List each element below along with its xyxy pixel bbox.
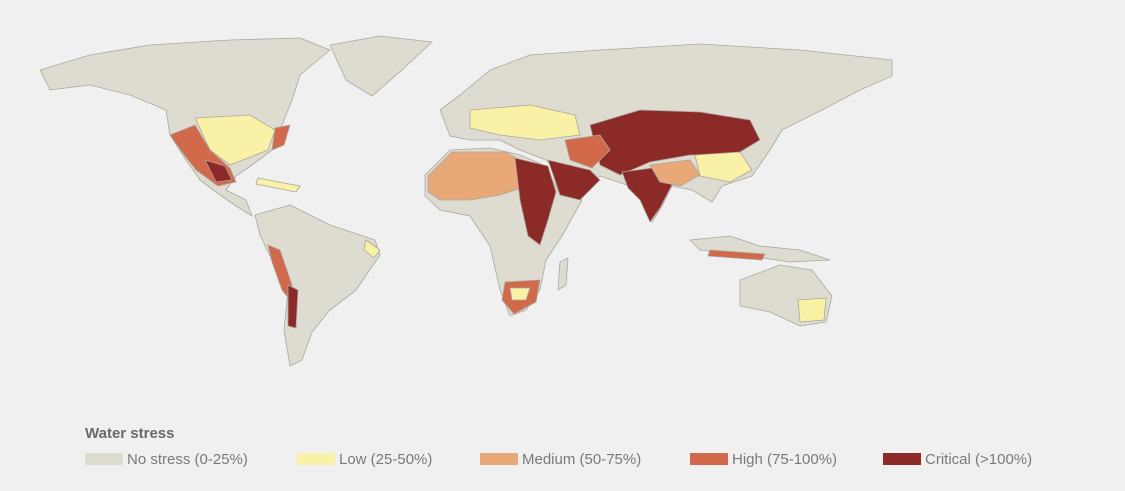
us-east (271, 124, 291, 151)
caribbean (255, 177, 301, 193)
legend-swatch (883, 453, 921, 465)
legend-label: Low (25-50%) (339, 451, 432, 468)
greenland (329, 35, 433, 97)
india-east (649, 159, 701, 187)
south-africa-inland (509, 287, 531, 301)
legend-swatch (297, 453, 335, 465)
south-america (254, 204, 381, 367)
china-central (694, 151, 753, 183)
mexico-north (204, 159, 233, 183)
australia-southeast (797, 297, 827, 323)
legend-label: Critical (>100%) (925, 451, 1032, 468)
legend-label: High (75-100%) (732, 451, 837, 468)
iran (564, 134, 611, 169)
legend-swatch (85, 453, 123, 465)
brazil-east (363, 239, 381, 259)
legend-label: Medium (50-75%) (522, 451, 641, 468)
arabia (547, 159, 601, 201)
legend-swatch (690, 453, 728, 465)
legend: No stress (0-25%) Low (25-50%) Medium (50-… (85, 451, 1032, 468)
sahara (427, 151, 531, 201)
legend-title: Water stress (85, 425, 175, 442)
europe (469, 104, 581, 141)
legend-swatch (480, 453, 518, 465)
world-map (39, 35, 893, 367)
legend-label: No stress (0-25%) (127, 451, 248, 468)
madagascar (557, 257, 569, 291)
north-america (39, 37, 331, 217)
indonesia-java (707, 249, 766, 261)
chile (287, 284, 299, 329)
nile (514, 157, 557, 246)
